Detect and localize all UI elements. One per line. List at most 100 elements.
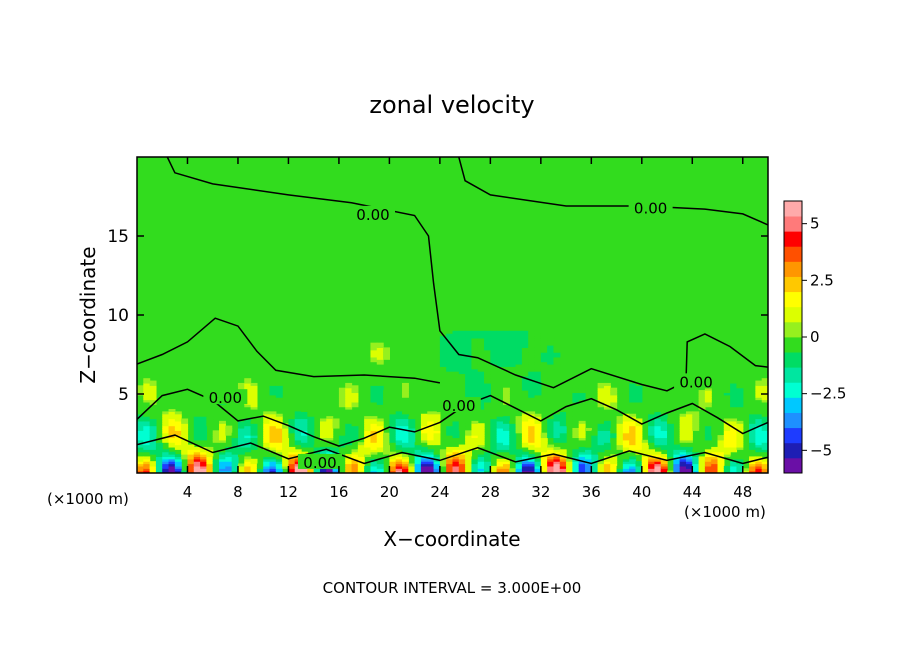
field-cell [137,468,144,472]
field-cell [603,397,611,401]
field-cell [521,463,529,467]
field-cell [477,349,485,353]
field-cell [376,352,384,356]
field-cell [465,430,473,434]
field-cell [244,401,252,405]
field-cell [357,454,365,458]
field-cell [174,456,182,460]
field-cell [237,463,245,467]
field-cell [616,432,624,436]
field-cell [389,437,397,441]
field-cell [471,373,479,377]
field-cell [282,465,290,469]
field-cell [648,437,656,441]
field-cell [641,468,649,472]
field-cell [515,340,523,344]
field-cell [679,456,687,460]
field-cell [521,461,529,465]
field-cell [730,423,738,427]
field-cell [749,465,756,469]
field-cell [149,432,157,436]
field-cell [351,456,359,460]
field-cell [660,454,668,458]
field-cell [723,437,731,441]
field-cell [307,430,315,434]
field-cell [685,468,693,472]
x-tick-label: 44 [683,483,702,501]
field-cell [641,465,649,469]
field-cell [484,352,491,356]
field-cell [149,465,157,469]
field-cell [244,418,252,422]
field-cell [528,454,536,458]
field-cell [263,413,271,417]
field-cell [446,451,454,455]
field-cell [692,463,700,467]
field-cell [484,375,491,379]
field-cell [578,385,586,389]
field-cell [465,366,473,370]
field-cell [502,444,510,448]
field-cell [534,468,542,472]
field-cell [547,456,555,460]
field-cell [610,394,618,398]
field-cell [137,446,144,450]
field-cell [515,465,523,469]
field-cell [484,349,491,353]
field-cell [307,446,315,450]
field-cell [698,463,706,467]
field-cell [585,468,592,472]
field-cell [219,437,226,441]
field-cell [231,458,239,462]
field-cell [667,432,674,436]
field-cell [244,465,252,469]
field-cell [484,335,491,339]
field-cell [749,435,756,439]
field-cell [648,427,656,431]
field-cell [149,444,157,448]
field-cell [502,354,510,358]
field-cell [553,446,561,450]
field-cell [534,470,542,473]
field-cell [597,427,605,431]
field-cell [755,430,763,434]
field-cell [433,349,441,353]
field-cell [698,465,706,469]
field-cell [477,451,485,455]
field-cell [181,420,189,424]
field-cell [679,432,687,436]
field-cell [622,458,630,462]
field-cell [452,465,460,469]
field-cell [692,456,700,460]
field-cell [269,416,277,420]
field-cell [704,454,712,458]
field-cell [477,373,485,377]
field-cell [168,427,176,431]
field-cell [502,342,510,346]
field-cell [345,465,353,469]
field-cell [553,423,561,427]
field-cell [301,430,308,434]
field-cell [225,456,233,460]
field-cell [250,439,258,443]
field-cell [698,394,706,398]
field-cell [402,411,409,415]
field-cell [641,442,649,446]
field-cell [629,442,637,446]
field-cell [635,468,643,472]
field-cell [193,456,201,460]
field-cell [206,461,214,465]
field-cell [685,423,693,427]
field-cell [603,444,611,448]
field-cell [471,420,479,424]
field-cell [168,463,176,467]
field-cell [338,442,346,446]
field-cell [364,418,372,422]
field-cell [673,454,681,458]
field-cell [143,385,151,389]
field-cell [749,437,756,441]
field-cell [200,425,208,429]
field-cell [149,446,157,450]
field-cell [730,442,738,446]
field-cell [534,366,542,370]
